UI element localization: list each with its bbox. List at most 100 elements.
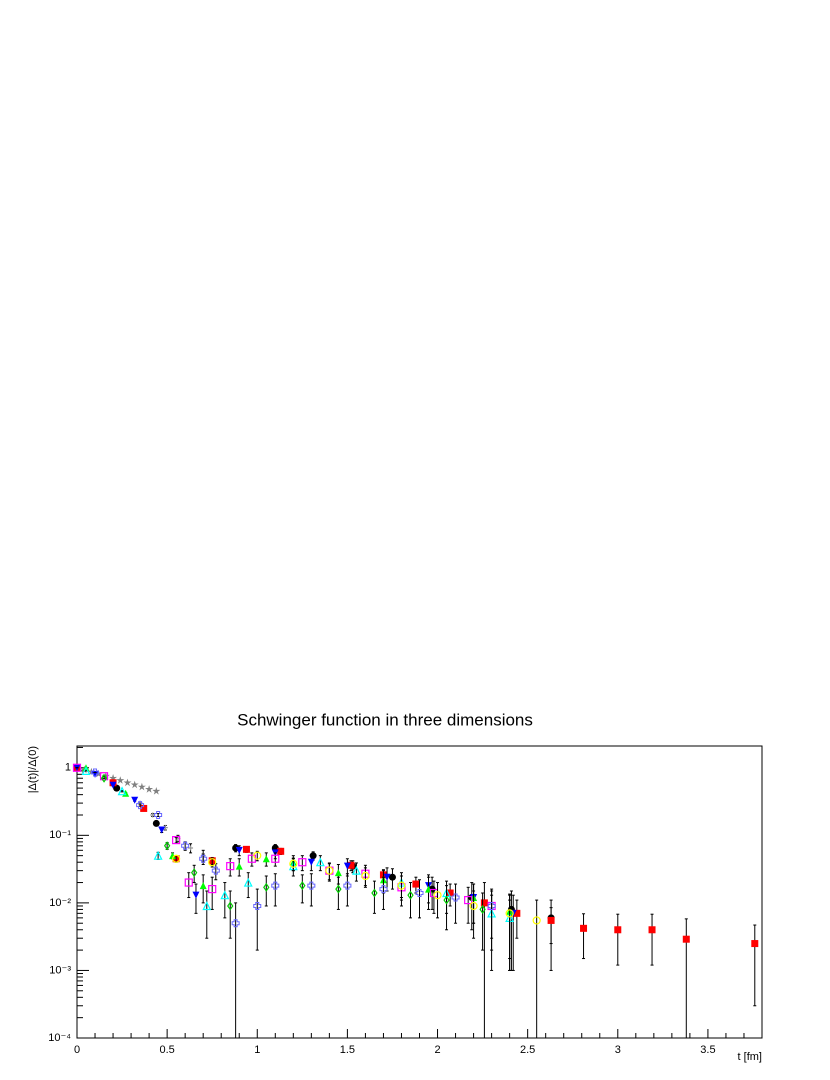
data-point: [407, 890, 414, 900]
x-tick-label: 2.5: [520, 1044, 535, 1056]
data-point: [243, 877, 253, 887]
x-tick-label: 1: [254, 1044, 260, 1056]
data-point: [388, 873, 396, 881]
data-point: [469, 901, 478, 911]
data-point: [298, 858, 307, 867]
data-point: [172, 854, 181, 863]
x-axis-label: t [fm]: [738, 1051, 762, 1063]
data-point: [343, 862, 351, 870]
data-point: [199, 882, 207, 890]
data-point: [379, 885, 388, 894]
data-point: [152, 787, 161, 795]
data-point: [131, 796, 139, 804]
y-tick-label: 10⁻¹: [49, 829, 71, 841]
data-point: [446, 889, 454, 897]
data-point: [152, 819, 160, 827]
data-point: [72, 763, 82, 772]
data-point: [271, 854, 280, 863]
data-point: [91, 768, 100, 777]
data-point: [479, 904, 486, 914]
data-point: [415, 889, 424, 898]
data-point: [325, 866, 334, 875]
data-point: [343, 881, 352, 890]
data-point: [361, 871, 370, 881]
x-tick-label: 0.5: [159, 1044, 174, 1056]
data-point: [100, 773, 108, 783]
data-point: [277, 847, 285, 855]
data-point: [101, 772, 110, 780]
data-point: [751, 940, 759, 948]
data-point: [351, 865, 361, 875]
plot-area: [72, 763, 759, 1038]
data-point: [192, 891, 200, 899]
x-tick-label: 3: [615, 1044, 621, 1056]
data-point: [199, 854, 208, 863]
data-point: [397, 881, 406, 890]
data-point: [140, 804, 148, 812]
data-point: [163, 841, 171, 851]
data-point: [91, 770, 99, 778]
data-point: [347, 861, 355, 869]
data-point: [109, 774, 117, 782]
data-point: [263, 882, 270, 892]
data-point: [116, 776, 125, 784]
data-point: [315, 857, 325, 867]
data-point: [614, 926, 622, 934]
data-point: [184, 878, 193, 887]
x-tick-label: 3.5: [700, 1044, 715, 1056]
data-point: [487, 901, 496, 910]
data-point: [99, 772, 109, 781]
data-point: [190, 868, 198, 878]
data-point: [433, 891, 442, 900]
y-tick-label: 10⁻⁴: [48, 1032, 71, 1044]
data-point: [220, 890, 230, 900]
data-point: [81, 766, 91, 775]
x-tick-label: 0: [74, 1044, 80, 1056]
data-point: [154, 810, 163, 819]
data-point: [580, 924, 588, 932]
x-tick-label: 1.5: [340, 1044, 355, 1056]
data-point: [307, 858, 315, 866]
data-point: [158, 826, 166, 834]
data-point: [113, 784, 121, 792]
data-point: [211, 866, 220, 875]
data-point: [451, 893, 460, 902]
data-point: [253, 851, 262, 860]
data-point: [137, 782, 146, 791]
data-point: [289, 859, 298, 868]
data-point: [117, 786, 127, 796]
data-point: [480, 899, 488, 907]
data-point: [231, 919, 240, 928]
y-tick-label: 10⁻²: [49, 897, 71, 909]
data-point: [299, 881, 306, 891]
data-point: [123, 778, 132, 787]
data-point: [172, 835, 181, 845]
data-point: [443, 895, 450, 905]
data-point: [412, 880, 420, 888]
data-point: [169, 852, 177, 860]
data-point: [532, 916, 541, 925]
data-point: [181, 841, 190, 850]
y-tick-label: 10⁻³: [49, 964, 71, 976]
data-point: [253, 901, 262, 910]
y-axis-label: |Δ(t)|/Δ(0): [27, 746, 39, 793]
chart-title: Schwinger function in three dimensions: [237, 710, 533, 729]
data-point: [513, 909, 521, 917]
data-point: [109, 781, 117, 789]
data-point: [505, 909, 514, 918]
data-point: [271, 881, 280, 890]
data-point: [145, 785, 154, 793]
data-point: [682, 935, 690, 943]
data-point: [188, 845, 194, 851]
data-point: [208, 858, 217, 867]
data-point: [226, 862, 235, 871]
data-point: [334, 869, 342, 877]
data-point: [235, 862, 243, 870]
data-point: [262, 855, 270, 863]
data-point: [136, 801, 145, 810]
y-tick-label: 1: [65, 762, 71, 774]
data-point: [648, 926, 656, 934]
data-point: [335, 884, 342, 894]
data-point: [383, 873, 391, 881]
